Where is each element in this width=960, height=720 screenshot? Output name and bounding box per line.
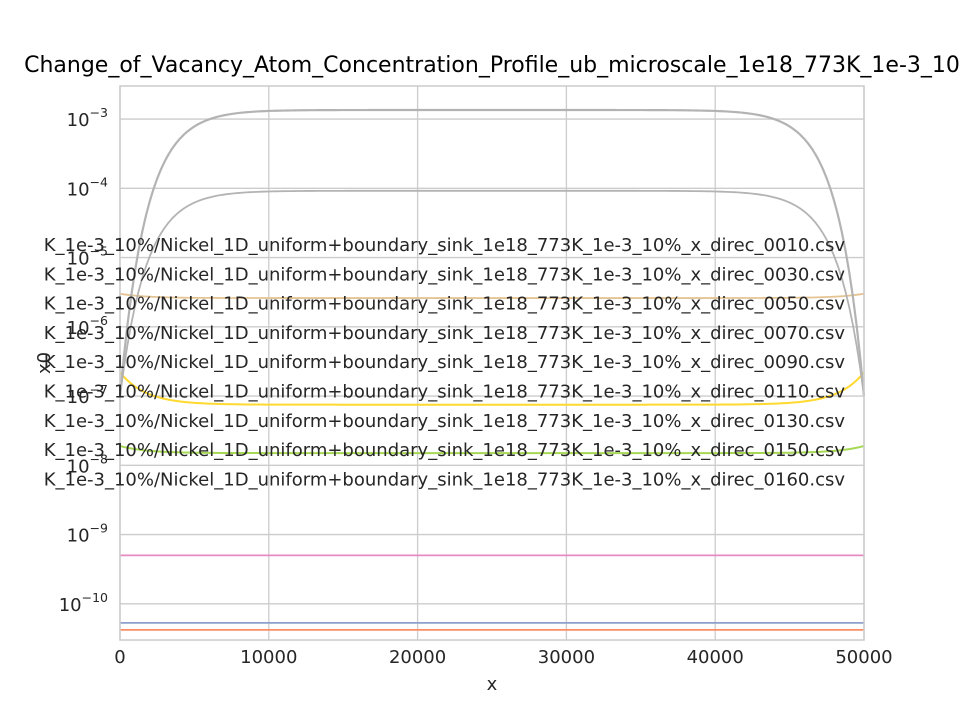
y-tick-exponent: −4: [90, 174, 108, 189]
y-tick-base: 10: [67, 387, 90, 408]
series-line-4: [119, 371, 865, 406]
y-tick-exponent: −5: [90, 244, 108, 259]
series-layer: [118, 108, 866, 631]
legend: K_1e-3_10%/Nickel_1D_uniform+boundary_si…: [44, 235, 846, 490]
y-tick-label: 10−9: [67, 521, 108, 547]
x-tick-label: 20000: [389, 647, 446, 668]
legend-entry: K_1e-3_10%/Nickel_1D_uniform+boundary_si…: [44, 235, 846, 256]
y-tick-exponent: −9: [90, 521, 108, 536]
chart-title: Change_of_Vacancy_Atom_Concentration_Pro…: [24, 53, 960, 78]
series-line-5: [119, 292, 865, 299]
y-tick-base: 10: [59, 595, 82, 616]
y-tick-base: 10: [67, 456, 90, 477]
y-tick-label: 10−10: [59, 590, 108, 616]
y-tick-label: 10−7: [67, 382, 108, 408]
y-tick-exponent: −6: [90, 313, 108, 328]
y-tick-base: 10: [67, 249, 90, 270]
series-line-6: [119, 189, 865, 397]
y-tick-base: 10: [67, 110, 90, 131]
y-tick-base: 10: [67, 179, 90, 200]
legend-entry: K_1e-3_10%/Nickel_1D_uniform+boundary_si…: [44, 440, 846, 461]
y-tick-exponent: −7: [90, 382, 108, 397]
x-tick-label: 50000: [835, 647, 892, 668]
y-tick-base: 10: [67, 318, 90, 339]
x-tick-label: 30000: [538, 647, 595, 668]
y-tick-label: 10−5: [67, 244, 108, 270]
legend-entry: K_1e-3_10%/Nickel_1D_uniform+boundary_si…: [44, 352, 846, 373]
y-tick-label: 10−4: [67, 174, 108, 200]
series-line-7: [118, 108, 866, 397]
legend-entry: K_1e-3_10%/Nickel_1D_uniform+boundary_si…: [44, 323, 846, 344]
x-tick-labels: 0 10000 20000 30000 40000 50000: [114, 647, 892, 668]
y-tick-base: 10: [67, 526, 90, 547]
y-tick-label: 10−6: [67, 313, 108, 339]
x-axis-label: x: [487, 674, 498, 695]
plot-frame: [119, 85, 865, 641]
legend-entry: K_1e-3_10%/Nickel_1D_uniform+boundary_si…: [44, 469, 846, 490]
legend-entry: K_1e-3_10%/Nickel_1D_uniform+boundary_si…: [44, 411, 846, 432]
x-tick-label: 10000: [240, 647, 297, 668]
legend-entry: K_1e-3_10%/Nickel_1D_uniform+boundary_si…: [44, 382, 846, 403]
y-tick-exponent: −10: [82, 590, 108, 605]
y-tick-exponent: −3: [90, 105, 108, 120]
series-line-3: [119, 445, 865, 455]
y-tick-label: 10−8: [67, 451, 108, 477]
x-tick-label: 40000: [687, 647, 744, 668]
y-axis-label: x0: [34, 352, 55, 374]
legend-entry: K_1e-3_10%/Nickel_1D_uniform+boundary_si…: [44, 294, 846, 315]
x-tick-label: 0: [114, 647, 125, 668]
legend-entry: K_1e-3_10%/Nickel_1D_uniform+boundary_si…: [44, 264, 846, 285]
y-tick-exponent: −8: [90, 451, 108, 466]
y-tick-label: 10−3: [67, 105, 108, 131]
